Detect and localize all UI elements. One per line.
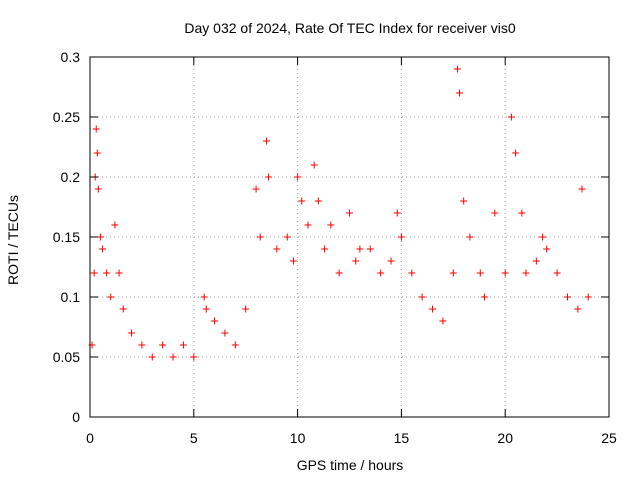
x-tick-label: 25: [601, 430, 617, 446]
data-point: [532, 257, 540, 265]
data-point: [231, 341, 239, 349]
data-point: [111, 221, 119, 229]
data-point: [211, 317, 219, 325]
data-point: [256, 233, 264, 241]
data-point: [466, 233, 474, 241]
data-point: [377, 269, 385, 277]
data-point: [491, 209, 499, 217]
data-point: [283, 233, 291, 241]
x-tick-label: 5: [190, 430, 198, 446]
data-point: [200, 293, 208, 301]
data-point: [522, 269, 530, 277]
data-point: [179, 341, 187, 349]
y-tick-label: 0: [72, 409, 80, 425]
data-point: [553, 269, 561, 277]
data-point: [387, 257, 395, 265]
data-point: [574, 305, 582, 313]
chart-title: Day 032 of 2024, Rate Of TEC Index for r…: [184, 20, 515, 36]
data-point: [298, 197, 306, 205]
data-point: [148, 353, 156, 361]
data-point: [289, 257, 297, 265]
data-point: [327, 221, 335, 229]
data-point: [366, 245, 374, 253]
data-point: [94, 185, 102, 193]
data-point: [294, 173, 302, 181]
data-point: [169, 353, 177, 361]
data-point: [507, 113, 515, 121]
data-point: [138, 341, 146, 349]
data-point: [128, 329, 136, 337]
data-point: [304, 221, 312, 229]
axis-ticks: 0 0.05 0.1 0.15 0.2 0.25 0.3 0 5 10 15 20 25: [53, 49, 617, 446]
data-point: [456, 89, 464, 97]
data-point: [476, 269, 484, 277]
data-point: [159, 341, 167, 349]
data-point: [429, 305, 437, 313]
data-point: [346, 209, 353, 217]
data-point: [262, 137, 270, 145]
data-point: [107, 293, 115, 301]
data-point: [518, 209, 526, 217]
data-point: [539, 233, 547, 241]
data-point: [393, 209, 401, 217]
data-point: [96, 233, 104, 241]
y-tick-label: 0.1: [61, 289, 81, 305]
data-point: [335, 269, 343, 277]
data-point: [397, 233, 405, 241]
data-point: [584, 293, 592, 301]
data-point: [98, 245, 106, 253]
data-point: [103, 269, 111, 277]
x-tick-label: 0: [86, 430, 94, 446]
data-point: [242, 305, 250, 313]
data-point: [321, 245, 329, 253]
data-point: [352, 257, 360, 265]
data-point: [90, 269, 98, 277]
data-point: [119, 305, 127, 313]
x-axis-label: GPS time / hours: [297, 457, 404, 473]
x-tick-label: 10: [290, 430, 306, 446]
data-point: [480, 293, 488, 301]
data-point: [92, 125, 100, 133]
y-tick-label: 0.05: [53, 349, 80, 365]
data-point: [190, 353, 198, 361]
data-point: [543, 245, 551, 253]
data-point: [418, 293, 426, 301]
data-point: [314, 197, 322, 205]
y-tick-label: 0.2: [61, 169, 81, 185]
data-point: [563, 293, 571, 301]
data-point: [408, 269, 416, 277]
data-point: [265, 173, 273, 181]
data-point: [356, 245, 364, 253]
y-tick-label: 0.15: [53, 229, 80, 245]
y-axis-label: ROTI / TECUs: [5, 195, 21, 285]
x-tick-label: 15: [394, 430, 410, 446]
grid-lines: [90, 57, 609, 417]
data-point: [578, 185, 586, 193]
data-point: [310, 161, 318, 169]
y-tick-label: 0.3: [61, 49, 81, 65]
data-point: [512, 149, 520, 157]
x-tick-label: 20: [497, 430, 513, 446]
data-point: [202, 305, 210, 313]
data-point: [439, 317, 447, 325]
data-point: [453, 65, 461, 73]
data-point: [273, 245, 281, 253]
data-point: [115, 269, 123, 277]
data-point: [252, 185, 260, 193]
data-points: [88, 65, 592, 361]
data-point: [460, 197, 468, 205]
data-point: [501, 269, 509, 277]
y-tick-label: 0.25: [53, 109, 80, 125]
data-point: [93, 149, 101, 157]
data-point: [221, 329, 229, 337]
data-point: [449, 269, 457, 277]
